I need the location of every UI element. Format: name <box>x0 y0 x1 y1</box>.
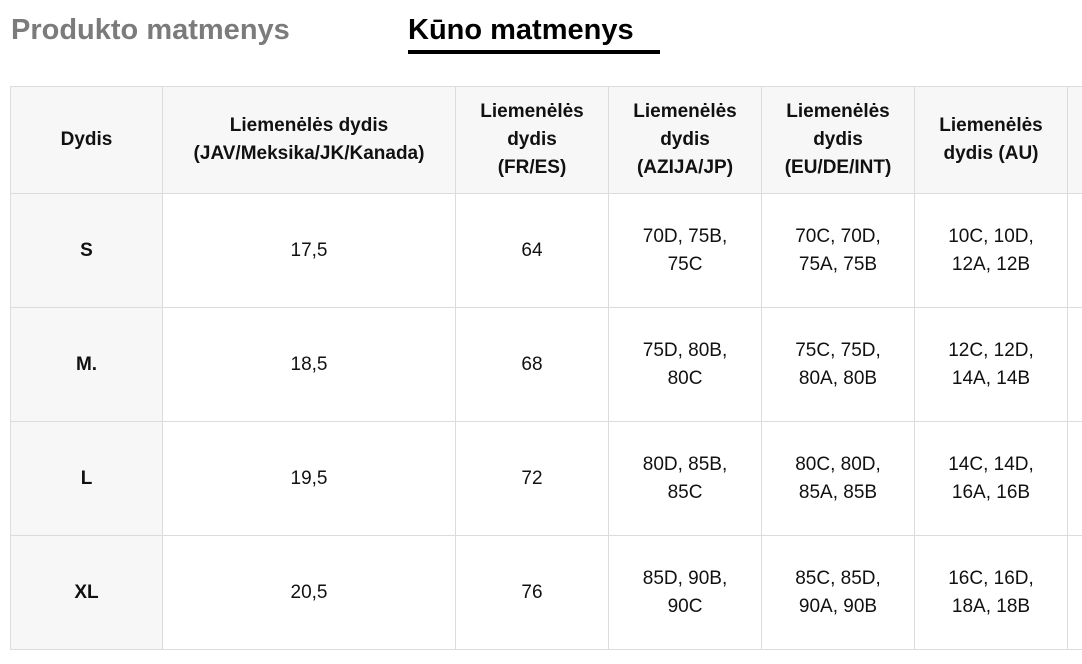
size-table-container: Dydis Liemenėlės dydis (JAV/Meksika/JK/K… <box>10 86 1082 654</box>
cell-us: 17,5 <box>162 193 456 308</box>
cell-us: 20,5 <box>162 535 456 650</box>
cell-asia: 80D, 85B, 85C <box>608 421 762 536</box>
cell-eu: 70C, 70D, 75A, 75B <box>761 193 915 308</box>
cell-size: M. <box>10 307 163 422</box>
cell-au: 14C, 14D, 16A, 16B <box>914 421 1068 536</box>
cell-size: XL <box>10 535 163 650</box>
cell-eu: 85C, 85D, 90A, 90B <box>761 535 915 650</box>
size-tabs: Produkto matmenys Kūno matmenys <box>0 0 1082 60</box>
cell-us: 18,5 <box>162 307 456 422</box>
cell-fr: 72 <box>455 421 609 536</box>
cell-size: L <box>10 421 163 536</box>
cell-extra <box>1067 307 1082 422</box>
cell-fr: 64 <box>455 193 609 308</box>
cell-au: 12C, 12D, 14A, 14B <box>914 307 1068 422</box>
table-row: M. 18,5 68 75D, 80B, 80C 75C, 75D, 80A, … <box>10 307 1082 422</box>
cell-fr: 68 <box>455 307 609 422</box>
cell-asia: 85D, 90B, 90C <box>608 535 762 650</box>
tab-product-measurements[interactable]: Produkto matmenys <box>11 14 290 46</box>
cell-us: 19,5 <box>162 421 456 536</box>
header-bra-size-fr: Liemenėlės dydis (FR/ES) <box>455 86 609 194</box>
header-bra-size-eu: Liemenėlės dydis (EU/DE/INT) <box>761 86 915 194</box>
table-row: L 19,5 72 80D, 85B, 85C 80C, 80D, 85A, 8… <box>10 421 1082 536</box>
cell-extra <box>1067 421 1082 536</box>
cell-au: 16C, 16D, 18A, 18B <box>914 535 1068 650</box>
tab-body-measurements[interactable]: Kūno matmenys <box>408 14 634 46</box>
table-row: XL 20,5 76 85D, 90B, 90C 85C, 85D, 90A, … <box>10 535 1082 650</box>
cell-extra <box>1067 535 1082 650</box>
cell-extra <box>1067 193 1082 308</box>
header-size: Dydis <box>10 86 163 194</box>
size-table: Dydis Liemenėlės dydis (JAV/Meksika/JK/K… <box>10 86 1082 650</box>
header-bra-size-au: Liemenėlės dydis (AU) <box>914 86 1068 194</box>
cell-eu: 80C, 80D, 85A, 85B <box>761 421 915 536</box>
table-header-row: Dydis Liemenėlės dydis (JAV/Meksika/JK/K… <box>10 86 1082 194</box>
header-bra-size-us: Liemenėlės dydis (JAV/Meksika/JK/Kanada) <box>162 86 456 194</box>
table-row: S 17,5 64 70D, 75B, 75C 70C, 70D, 75A, 7… <box>10 193 1082 308</box>
cell-size: S <box>10 193 163 308</box>
cell-eu: 75C, 75D, 80A, 80B <box>761 307 915 422</box>
header-extra <box>1067 86 1082 194</box>
cell-fr: 76 <box>455 535 609 650</box>
header-bra-size-asia: Liemenėlės dydis (AZIJA/JP) <box>608 86 762 194</box>
cell-au: 10C, 10D, 12A, 12B <box>914 193 1068 308</box>
active-tab-underline <box>408 50 660 54</box>
cell-asia: 75D, 80B, 80C <box>608 307 762 422</box>
cell-asia: 70D, 75B, 75C <box>608 193 762 308</box>
